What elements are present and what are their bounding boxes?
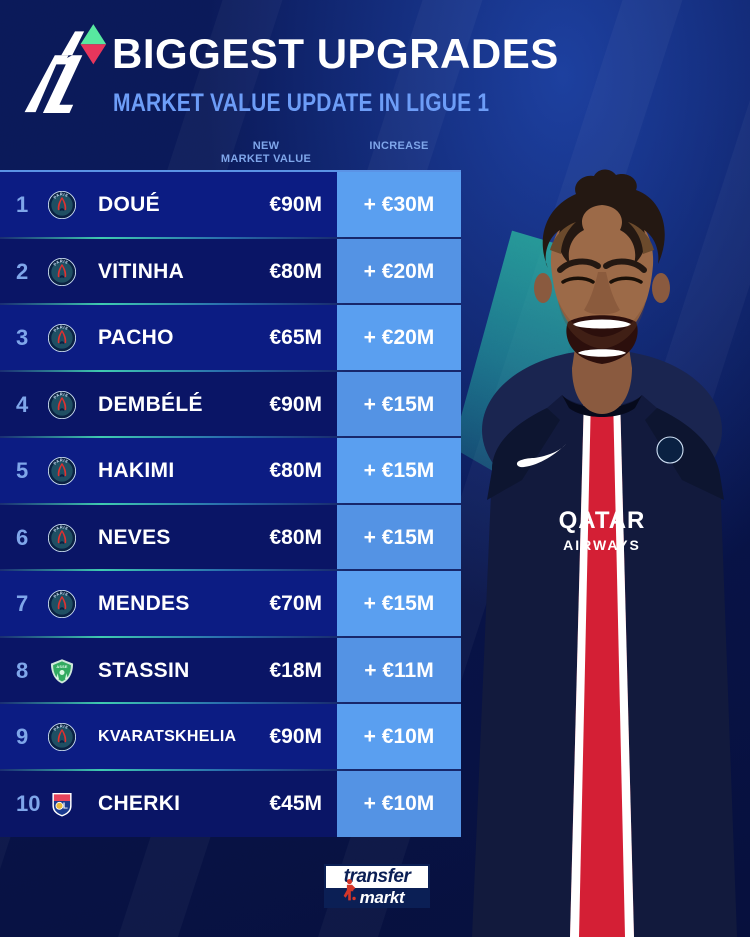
- svg-text:AIRWAYS: AIRWAYS: [563, 537, 641, 553]
- svg-text:QATAR: QATAR: [559, 507, 646, 534]
